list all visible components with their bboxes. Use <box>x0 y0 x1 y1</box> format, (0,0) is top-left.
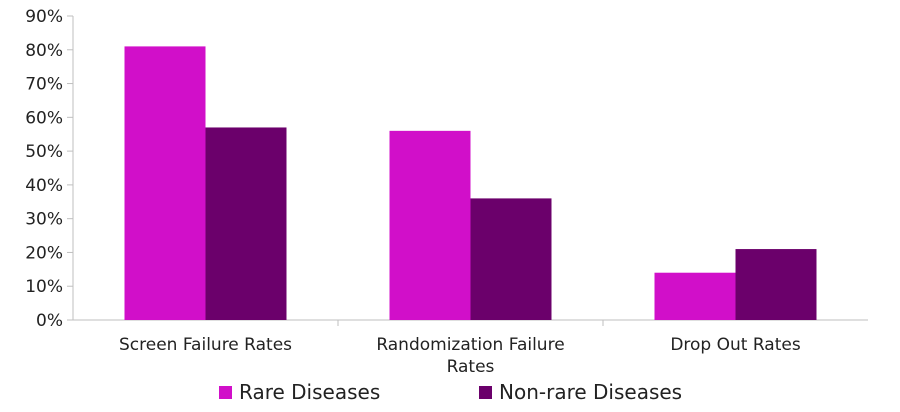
legend-swatch <box>219 386 232 399</box>
y-axis: 0% 10% 20% 30% 40% 50% 60% 70% 80% 90% <box>25 7 74 331</box>
y-tick-label: 80% <box>25 41 63 61</box>
bar-rare-diseases <box>389 130 471 320</box>
legend-swatch <box>479 386 492 399</box>
bar-non-rare-diseases <box>470 198 552 320</box>
bar-non-rare-diseases <box>205 127 287 320</box>
y-tick-label: 90% <box>25 7 63 27</box>
y-tick-label: 60% <box>25 108 63 128</box>
y-tick-label: 20% <box>25 243 63 263</box>
bars <box>124 46 817 321</box>
legend: Rare Diseases Non-rare Diseases <box>219 380 682 404</box>
bar-rare-diseases <box>654 272 736 320</box>
legend-label: Non-rare Diseases <box>499 380 682 404</box>
x-category-label: Drop Out Rates <box>670 335 801 355</box>
bar-non-rare-diseases <box>735 249 817 320</box>
x-category-label: Rates <box>447 357 495 377</box>
bar-rare-diseases <box>124 46 206 321</box>
y-tick-label: 10% <box>25 277 63 297</box>
legend-label: Rare Diseases <box>239 380 380 404</box>
x-category-label: Randomization Failure <box>376 335 564 355</box>
x-category-label: Screen Failure Rates <box>119 335 292 355</box>
y-tick-label: 70% <box>25 75 63 95</box>
y-tick-label: 30% <box>25 210 63 230</box>
y-tick-label: 0% <box>36 311 63 331</box>
y-tick-label: 40% <box>25 176 63 196</box>
y-tick-label: 50% <box>25 142 63 162</box>
x-axis: Screen Failure Rates Randomization Failur… <box>73 319 868 377</box>
